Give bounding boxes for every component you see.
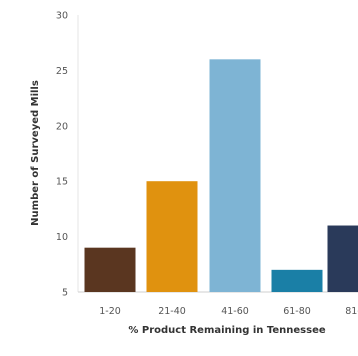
bars [84, 59, 358, 292]
y-tick-label: 30 [56, 11, 68, 22]
bar [327, 225, 358, 292]
x-tick-label: 21-40 [158, 306, 186, 317]
x-tick-label: 81- [345, 306, 358, 317]
bar [146, 181, 198, 292]
y-tick-label: 5 [62, 288, 68, 299]
x-tick-label: 1-20 [99, 306, 121, 317]
bar [271, 269, 323, 292]
y-axis-ticks: 5 10 15 20 25 30 [56, 11, 68, 299]
y-axis-title: Number of Surveyed Mills [30, 80, 41, 226]
y-tick-label: 10 [56, 232, 68, 243]
y-tick-label: 20 [56, 121, 68, 132]
x-tick-label: 61-80 [283, 306, 311, 317]
y-tick-label: 15 [56, 177, 68, 188]
x-axis-title: % Product Remaining in Tennessee [128, 325, 325, 336]
x-axis-ticks: 1-20 21-40 41-60 61-80 81- [99, 306, 358, 317]
bar [84, 247, 136, 292]
x-tick-label: 41-60 [221, 306, 249, 317]
bar [209, 59, 261, 292]
y-tick-label: 25 [56, 66, 68, 77]
